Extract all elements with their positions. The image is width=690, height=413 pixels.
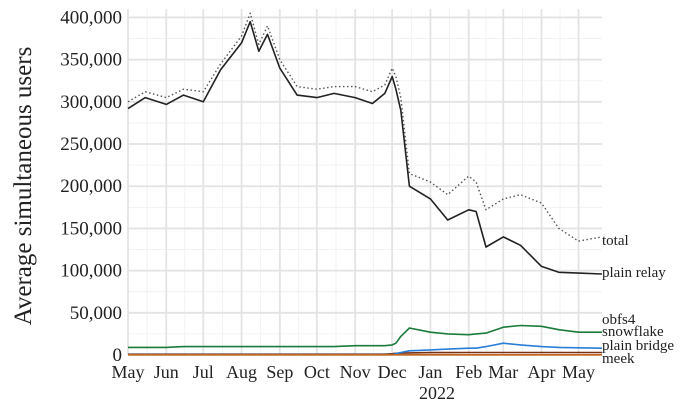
x-axis-year-label: 2022 — [419, 383, 455, 403]
series-line-plain-relay — [127, 20, 603, 275]
series-line-total — [127, 12, 603, 242]
x-tick-label: Nov — [340, 362, 371, 382]
x-tick-label: Jan — [418, 362, 442, 382]
x-tick-label: Jul — [193, 362, 214, 382]
y-tick-label: 0 — [113, 345, 123, 366]
x-tick-label: Sep — [266, 362, 293, 382]
y-tick-label: 400,000 — [60, 7, 122, 28]
series-label-snowflake: snowflake — [602, 324, 664, 340]
x-tick-label: Oct — [304, 362, 330, 382]
x-tick-label: Apr — [528, 362, 556, 382]
series-lines — [127, 12, 603, 356]
series-label-plain-relay: plain relay — [602, 265, 666, 281]
x-tick-label: May — [562, 362, 595, 382]
x-tick-label: May — [112, 362, 145, 382]
series-label-meek: meek — [602, 351, 635, 367]
y-tick-label: 150,000 — [60, 218, 122, 239]
x-tick-label: Dec — [378, 362, 407, 382]
y-tick-label: 350,000 — [60, 50, 122, 71]
series-label-total: total — [602, 233, 629, 249]
y-axis-label: Average simultaneous users — [10, 47, 37, 326]
x-tick-label: Aug — [226, 362, 257, 382]
minor-gridlines — [128, 9, 602, 355]
y-tick-label: 50,000 — [70, 303, 122, 324]
y-tick-label: 200,000 — [60, 176, 122, 197]
major-gridlines — [127, 9, 602, 356]
x-tick-label: Feb — [455, 362, 482, 382]
y-tick-label: 100,000 — [60, 261, 122, 282]
x-tick-label: Jun — [154, 362, 179, 382]
series-label-obfs4: obfs4 — [602, 312, 636, 328]
x-axis-tick-labels: May Jun Jul Aug Sep Oct Nov Dec Jan Feb Mar Apr May — [112, 362, 596, 382]
y-tick-label: 250,000 — [60, 134, 122, 155]
series-label-plain-bridge: plain bridge — [602, 338, 674, 354]
series-line-obfs4 — [128, 324, 602, 349]
y-tick-label: 300,000 — [60, 92, 122, 113]
x-tick-label: Mar — [488, 362, 518, 382]
y-axis-tick-labels: 0 50,000 100,000 150,000 200,000 250,000 300,0… — [60, 7, 122, 366]
